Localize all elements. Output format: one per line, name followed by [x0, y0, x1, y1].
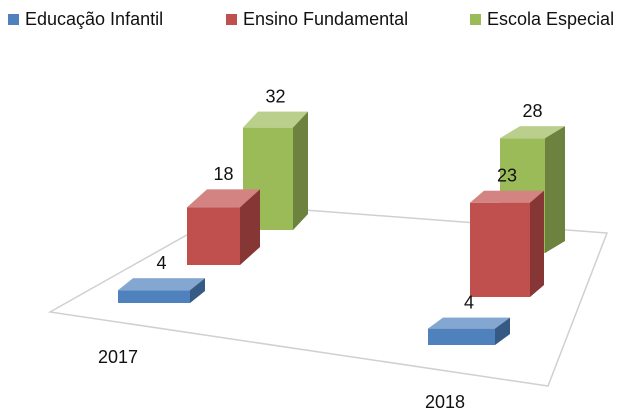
bar-3d — [187, 189, 260, 265]
legend-label: Ensino Fundamental — [243, 9, 408, 29]
bar-side — [190, 278, 205, 303]
bar — [118, 290, 190, 303]
bar-top-shade — [428, 317, 510, 329]
bar-side-shade — [293, 111, 308, 230]
data-label: 23 — [497, 165, 517, 185]
legend-swatch — [226, 14, 237, 25]
bar-top-shade — [500, 126, 565, 139]
bar-3d — [243, 111, 308, 230]
bar-side-shade — [190, 278, 205, 303]
x-tick-label: 2017 — [98, 347, 138, 367]
x-tick-label: 2018 — [425, 392, 465, 410]
bar — [470, 202, 530, 297]
bar-top — [187, 189, 260, 208]
bar-side — [293, 111, 308, 230]
bar-top-shade — [243, 111, 308, 128]
data-label: 4 — [156, 253, 166, 273]
bar-top — [428, 317, 510, 329]
legend-swatch — [8, 14, 19, 25]
legend-label: Escola Especial — [487, 9, 614, 29]
bar-side-shade — [530, 190, 544, 297]
bar-top-shade — [187, 189, 260, 208]
bar-3d — [118, 278, 205, 303]
bar-side-shade — [545, 126, 565, 253]
bar-top — [470, 190, 544, 203]
bar-side-shade — [240, 189, 260, 265]
bar-top — [243, 111, 308, 128]
data-label: 4 — [464, 292, 474, 312]
legend-label: Educação Infantil — [25, 9, 163, 29]
bar-3d — [428, 317, 510, 345]
bar — [428, 328, 495, 345]
bar-top-shade — [470, 190, 544, 203]
bar — [187, 207, 240, 265]
data-label: 28 — [522, 101, 542, 121]
bar-top — [118, 278, 205, 291]
data-label: 32 — [265, 86, 285, 106]
bar-top-shade — [118, 278, 205, 291]
bar-side — [545, 126, 565, 253]
bar-top — [500, 126, 565, 139]
bar-side-shade — [495, 317, 510, 345]
bar-3d — [470, 190, 544, 297]
bar-side — [495, 317, 510, 345]
bar-side — [240, 189, 260, 265]
legend-swatch — [470, 14, 481, 25]
bar-side — [530, 190, 544, 297]
data-label: 18 — [213, 164, 233, 184]
